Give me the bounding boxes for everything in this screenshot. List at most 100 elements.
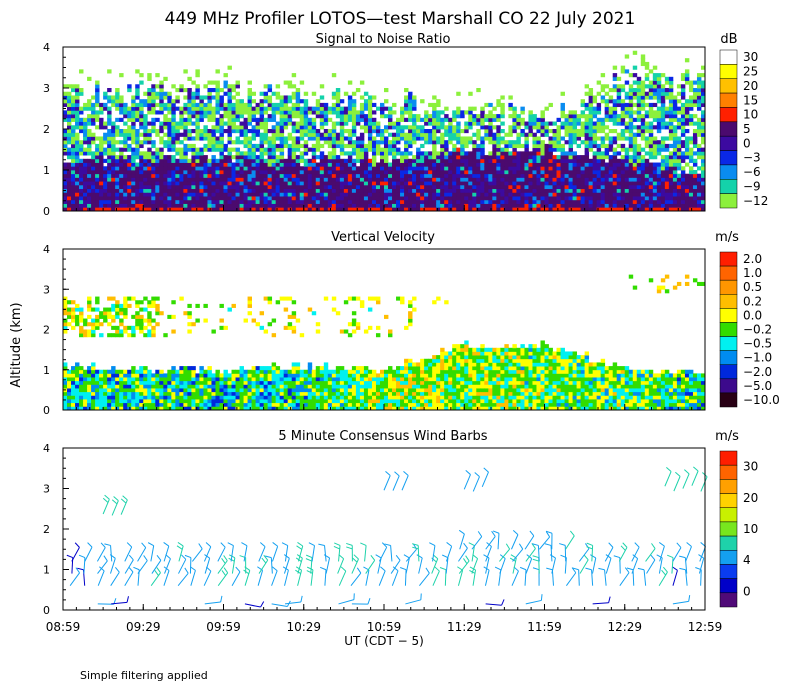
snr-cell (247, 170, 252, 175)
snr-cell (367, 121, 373, 126)
snr-cell (155, 166, 160, 171)
snr-cell (203, 132, 208, 137)
snr-cell (660, 84, 666, 89)
snr-cell (404, 106, 409, 111)
snr-cell (432, 121, 437, 126)
snr-cell (432, 203, 437, 208)
snr-cell (656, 196, 662, 201)
snr-cell (672, 129, 678, 134)
snr-cell (396, 196, 401, 201)
snr-cell (528, 151, 533, 156)
snr-cell (496, 181, 501, 186)
snr-cell (255, 110, 261, 115)
velocity-cell (95, 318, 100, 323)
snr-cell (191, 155, 196, 160)
snr-cell (199, 188, 204, 193)
velocity-cell (131, 388, 136, 393)
snr-cell (412, 117, 417, 122)
velocity-cell (147, 322, 152, 327)
snr-cell (267, 158, 273, 163)
snr-cell (488, 196, 493, 201)
snr-cell (335, 170, 341, 175)
snr-cell (536, 140, 541, 145)
snr-cell (588, 162, 594, 167)
snr-cell (632, 181, 638, 186)
snr-cell (135, 84, 140, 89)
snr-cell (99, 117, 104, 122)
snr-cell (516, 155, 521, 160)
velocity-cell (135, 314, 140, 319)
velocity-cell (107, 311, 112, 316)
snr-cell (432, 155, 437, 160)
snr-cell (123, 170, 128, 175)
snr-cell (504, 166, 509, 171)
snr-cell (79, 188, 84, 193)
snr-cell (536, 196, 541, 201)
snr-cell (339, 129, 345, 134)
snr-cell (151, 125, 156, 130)
snr-cell (540, 199, 545, 204)
snr-cell (452, 199, 457, 204)
snr-cell (91, 166, 96, 171)
snr-cell (452, 166, 457, 171)
snr-cell (335, 136, 341, 141)
snr-cell (684, 181, 690, 186)
snr-cell (608, 181, 614, 186)
snr-cell (408, 95, 413, 100)
snr-cell (468, 136, 473, 141)
snr-cell (95, 110, 100, 115)
velocity-cell (107, 322, 112, 327)
snr-cell (343, 143, 349, 149)
snr-cell (572, 121, 577, 126)
snr-cell (388, 140, 393, 145)
snr-cell (460, 207, 465, 212)
colorbar-label: 5 (743, 122, 751, 136)
velocity-cell (67, 322, 72, 327)
snr-cell (127, 136, 132, 141)
snr-cell (175, 181, 180, 186)
snr-cell (644, 91, 650, 96)
snr-cell (604, 143, 610, 149)
snr-cell (480, 192, 485, 197)
velocity-cell (83, 380, 88, 385)
snr-cell (115, 88, 120, 93)
snr-cell (115, 132, 120, 137)
snr-cell (408, 117, 413, 122)
snr-cell (107, 88, 112, 93)
snr-cell (363, 203, 369, 208)
snr-cell (111, 170, 116, 175)
snr-cell (231, 188, 236, 193)
snr-cell (600, 143, 606, 149)
velocity-cell (123, 296, 128, 301)
snr-cell (219, 132, 224, 137)
snr-cell (287, 99, 293, 104)
snr-cell (227, 188, 232, 193)
snr-cell (103, 184, 108, 190)
snr-cell (480, 114, 485, 119)
snr-cell (644, 121, 650, 126)
snr-cell (532, 203, 537, 208)
snr-cell (303, 132, 309, 137)
snr-cell (111, 129, 116, 134)
snr-cell (67, 84, 72, 89)
snr-cell (171, 110, 176, 115)
snr-cell (660, 196, 666, 201)
snr-cell (263, 199, 269, 204)
snr-cell (416, 117, 421, 122)
snr-cell (564, 170, 569, 175)
snr-cell (219, 106, 224, 111)
colorbar-swatch (719, 107, 738, 123)
velocity-cell (155, 406, 160, 411)
snr-cell (640, 177, 646, 182)
snr-cell (448, 129, 453, 134)
velocity-cell (171, 399, 176, 404)
snr-cell (504, 140, 509, 145)
snr-cell (692, 99, 698, 104)
snr-cell (412, 207, 417, 212)
snr-cell (159, 125, 164, 130)
snr-cell (375, 173, 381, 178)
velocity-cell (171, 402, 176, 407)
snr-cell (508, 207, 513, 212)
snr-cell (339, 188, 345, 193)
snr-cell (568, 192, 573, 197)
